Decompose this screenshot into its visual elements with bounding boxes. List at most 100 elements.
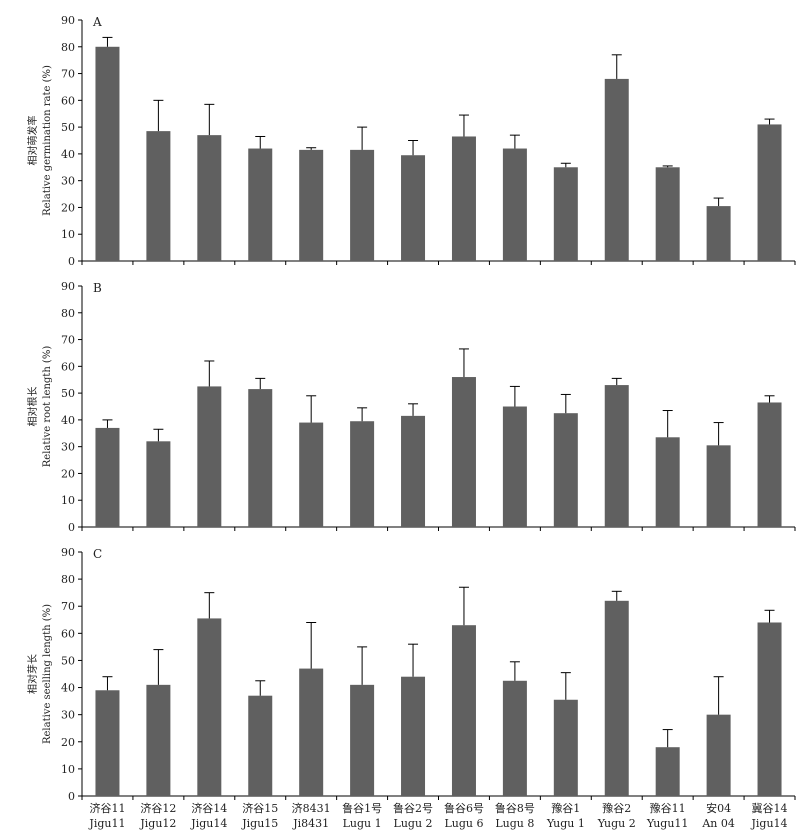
x-category-label-cn: 济8431 bbox=[292, 801, 331, 815]
bar bbox=[248, 389, 273, 527]
x-category-label-cn: 豫谷2 bbox=[602, 802, 631, 815]
bar bbox=[350, 684, 375, 796]
bar bbox=[146, 441, 171, 527]
y-tick-label: 40 bbox=[61, 148, 75, 161]
y-tick-label: 50 bbox=[61, 654, 75, 667]
y-tick-label: 70 bbox=[61, 68, 75, 81]
y-tick-label: 40 bbox=[61, 682, 75, 695]
x-category-label: Jigu14 bbox=[190, 817, 227, 830]
x-category-label-cn: 鲁谷6号 bbox=[444, 801, 484, 815]
bar bbox=[451, 625, 476, 796]
y-tick-label: 80 bbox=[61, 573, 75, 586]
bar bbox=[95, 427, 120, 527]
y-tick-label: 0 bbox=[68, 521, 75, 534]
x-category-label-cn: 济谷11 bbox=[89, 801, 125, 815]
bar bbox=[248, 695, 273, 796]
y-tick-label: 20 bbox=[61, 467, 75, 480]
x-category-label-cn: 济谷15 bbox=[242, 801, 278, 815]
y-tick-label: 80 bbox=[61, 307, 75, 320]
bar bbox=[706, 445, 731, 527]
bar bbox=[197, 386, 222, 527]
y-tick-label: 60 bbox=[61, 627, 75, 640]
y-tick-label: 60 bbox=[61, 360, 75, 373]
y-axis-label-cn: 相对萌发率 bbox=[26, 116, 39, 166]
y-tick-label: 70 bbox=[61, 334, 75, 347]
x-category-label: Lugu 8 bbox=[495, 817, 534, 830]
bar bbox=[197, 618, 222, 796]
bar bbox=[95, 46, 120, 262]
x-category-label: Ji8431 bbox=[292, 817, 329, 830]
y-tick-label: 90 bbox=[61, 546, 75, 559]
y-tick-label: 10 bbox=[61, 228, 75, 241]
bar bbox=[706, 714, 731, 796]
bar bbox=[502, 680, 527, 796]
bar bbox=[401, 155, 426, 261]
y-tick-label: 30 bbox=[61, 175, 75, 188]
bar bbox=[604, 385, 629, 527]
y-tick-label: 40 bbox=[61, 414, 75, 427]
x-category-label: Jigu11 bbox=[88, 817, 125, 830]
bar bbox=[553, 699, 578, 796]
y-axis-label-cn: 相对根长 bbox=[26, 387, 39, 427]
bar bbox=[146, 684, 171, 796]
bar bbox=[757, 622, 782, 796]
y-tick-label: 80 bbox=[61, 41, 75, 54]
bar bbox=[655, 167, 680, 261]
y-tick-label: 90 bbox=[61, 14, 75, 27]
x-category-label: Lugu 1 bbox=[343, 817, 382, 830]
bar bbox=[299, 149, 324, 261]
chart-panel-b: 0 10 20 30 40 50 60 70 80 90 B 相对根长 Relative root le… bbox=[26, 280, 796, 534]
bar bbox=[655, 747, 680, 796]
bar bbox=[299, 668, 324, 796]
bar bbox=[553, 167, 578, 261]
chart-panel-a: 0 10 20 30 40 50 60 70 80 90 A 相对萌发率 Relative germin… bbox=[26, 14, 796, 268]
bar bbox=[146, 131, 171, 261]
bar bbox=[655, 437, 680, 527]
x-category-label: Lugu 2 bbox=[394, 817, 433, 830]
bar bbox=[706, 206, 731, 261]
x-category-label: Jigu15 bbox=[241, 817, 278, 830]
bar bbox=[502, 406, 527, 527]
y-tick-label: 70 bbox=[61, 600, 75, 613]
bar bbox=[757, 124, 782, 261]
x-category-label: Jigu14 bbox=[751, 817, 788, 830]
bar bbox=[299, 422, 324, 527]
y-tick-label: 90 bbox=[61, 280, 75, 293]
bar bbox=[95, 690, 120, 796]
panel-letter: C bbox=[93, 547, 102, 561]
bar bbox=[197, 135, 222, 261]
bar bbox=[401, 676, 426, 796]
x-category-label-cn: 鲁谷1号 bbox=[342, 801, 382, 815]
y-tick-label: 0 bbox=[68, 790, 75, 803]
bar bbox=[604, 78, 629, 262]
y-tick-label: 10 bbox=[61, 494, 75, 507]
chart-panel-c: 0 10 20 30 40 50 60 70 80 90 C 相对芽长 Relative seellin… bbox=[26, 546, 796, 830]
x-category-label-cn: 鲁谷8号 bbox=[495, 801, 535, 815]
y-axis-label: Relative germination rate (%) bbox=[42, 65, 53, 216]
x-category-label-cn: 豫谷1 bbox=[551, 802, 580, 815]
y-tick-label: 60 bbox=[61, 94, 75, 107]
bar bbox=[451, 136, 476, 261]
bar bbox=[553, 413, 578, 527]
x-category-label: Lugu 6 bbox=[444, 817, 483, 830]
y-tick-label: 50 bbox=[61, 121, 75, 134]
bar bbox=[350, 149, 375, 261]
x-category-label: Yugu 2 bbox=[597, 817, 636, 830]
x-category-label-cn: 冀谷14 bbox=[752, 801, 788, 815]
x-category-label: Yugu11 bbox=[646, 817, 689, 830]
x-category-label-cn: 济谷12 bbox=[140, 801, 176, 815]
y-tick-label: 30 bbox=[61, 709, 75, 722]
y-tick-label: 0 bbox=[68, 255, 75, 268]
bar bbox=[451, 377, 476, 527]
x-category-label-cn: 济谷14 bbox=[191, 801, 227, 815]
panel-letter: B bbox=[93, 281, 102, 295]
panel-letter: A bbox=[92, 15, 102, 29]
y-axis-label: Relative root length (%) bbox=[42, 346, 53, 468]
y-tick-label: 30 bbox=[61, 441, 75, 454]
y-tick-label: 20 bbox=[61, 736, 75, 749]
bar bbox=[757, 402, 782, 527]
bar bbox=[350, 421, 375, 527]
y-tick-label: 20 bbox=[61, 201, 75, 214]
bar bbox=[502, 148, 527, 261]
x-category-label-cn: 鲁谷2号 bbox=[393, 801, 433, 815]
